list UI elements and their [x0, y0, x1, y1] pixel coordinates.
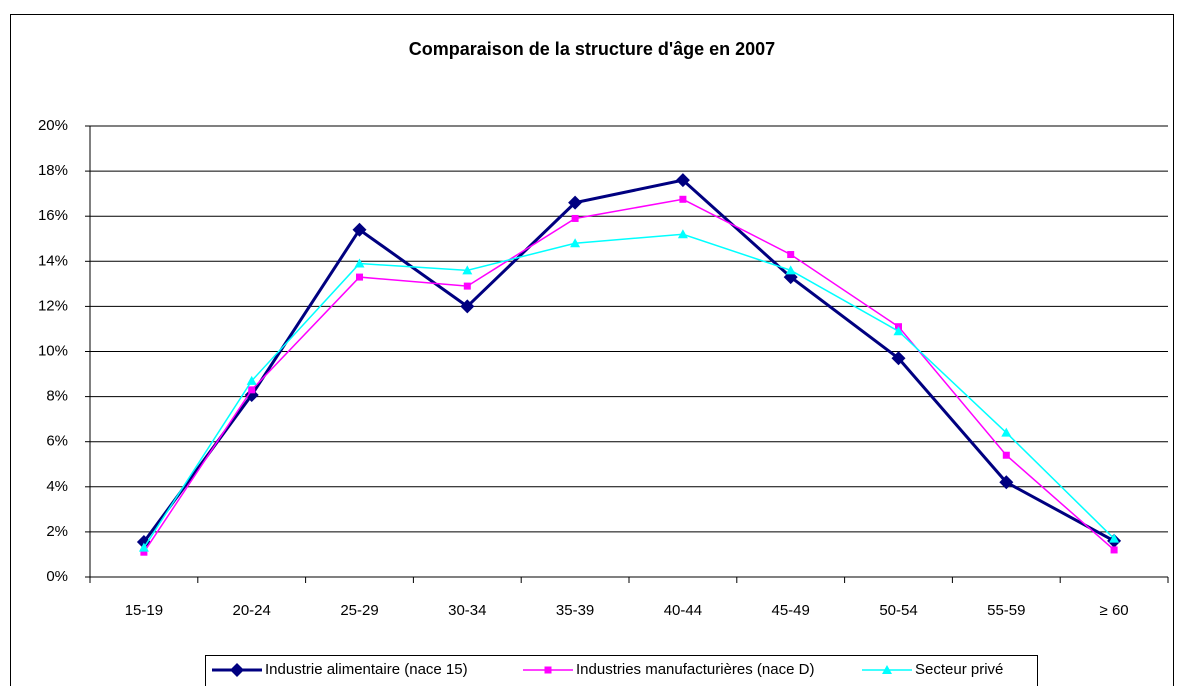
marker — [675, 173, 690, 188]
marker — [246, 375, 257, 385]
marker — [463, 282, 471, 290]
series-line — [143, 233, 1115, 549]
marker — [570, 238, 581, 248]
marker — [785, 265, 796, 275]
x-tick-label: 40-44 — [664, 602, 702, 619]
marker — [462, 265, 473, 275]
legend-label: Secteur privé — [915, 661, 1003, 678]
marker — [460, 299, 475, 314]
x-tick-label: 55-59 — [987, 602, 1025, 619]
x-tick-label: 15-19 — [125, 602, 163, 619]
x-tick-label: 20-24 — [233, 602, 271, 619]
marker — [230, 663, 244, 677]
legend-label: Industries manufacturières (nace D) — [576, 661, 814, 678]
marker — [893, 326, 904, 336]
x-tick-label: 25-29 — [340, 602, 378, 619]
marker — [677, 229, 688, 239]
marker — [891, 351, 906, 366]
x-tick-label: 35-39 — [556, 602, 594, 619]
marker — [248, 386, 256, 394]
marker — [1110, 546, 1118, 554]
y-tick-label: 8% — [46, 388, 68, 405]
y-tick-label: 18% — [38, 162, 68, 179]
x-tick-label: 50-54 — [879, 602, 917, 619]
series-line — [143, 198, 1115, 553]
marker — [140, 548, 148, 556]
marker — [138, 542, 149, 552]
y-tick-label: 2% — [46, 523, 68, 540]
marker — [544, 666, 552, 674]
y-tick-label: 10% — [38, 342, 68, 359]
x-tick-label: 45-49 — [772, 602, 810, 619]
chart-frame — [10, 14, 1174, 686]
y-tick-label: 14% — [38, 252, 68, 269]
series-line — [142, 178, 1115, 543]
marker — [354, 258, 365, 268]
marker — [787, 251, 795, 259]
marker — [1109, 533, 1120, 543]
y-tick-label: 4% — [46, 478, 68, 495]
marker — [136, 535, 151, 550]
marker — [999, 475, 1014, 490]
marker — [356, 273, 363, 281]
x-tick-label: ≥ 60 — [1100, 602, 1129, 619]
marker — [882, 665, 892, 674]
marker — [1001, 427, 1012, 437]
marker — [568, 195, 583, 210]
x-tick-label: 30-34 — [448, 602, 486, 619]
marker — [571, 214, 579, 222]
y-tick-label: 6% — [46, 433, 68, 450]
chart-title: Comparaison de la structure d'âge en 200… — [409, 39, 775, 59]
y-tick-label: 12% — [38, 297, 68, 314]
legend-label: Industrie alimentaire (nace 15) — [265, 661, 468, 678]
marker — [352, 222, 367, 237]
marker — [679, 195, 687, 203]
marker — [1002, 451, 1010, 459]
y-tick-label: 0% — [46, 568, 68, 585]
y-tick-label: 16% — [38, 207, 68, 224]
y-tick-label: 20% — [38, 117, 68, 134]
